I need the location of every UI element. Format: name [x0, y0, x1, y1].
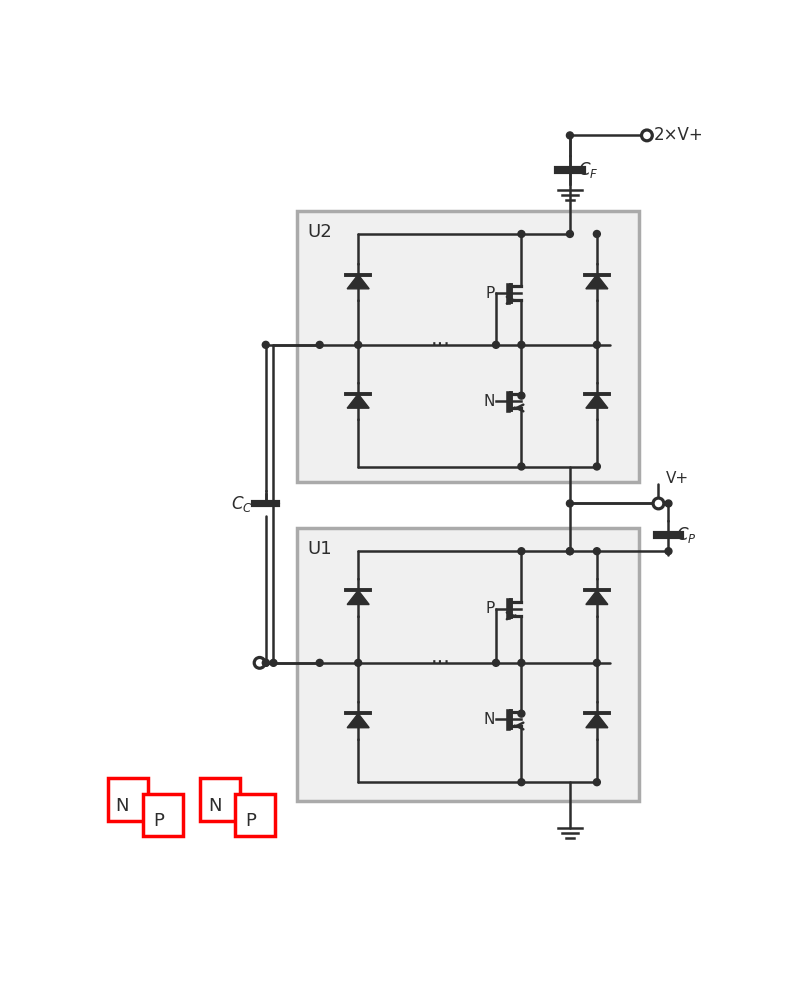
Circle shape: [593, 548, 601, 555]
Text: ···: ···: [431, 653, 451, 673]
Circle shape: [593, 230, 601, 237]
Circle shape: [518, 341, 525, 348]
Circle shape: [641, 130, 652, 141]
Text: P: P: [486, 286, 495, 301]
Text: N: N: [208, 797, 222, 815]
Polygon shape: [586, 275, 608, 289]
Circle shape: [518, 659, 525, 666]
Circle shape: [518, 710, 525, 717]
Text: P: P: [486, 601, 495, 616]
Bar: [200, 778, 241, 821]
Circle shape: [270, 659, 277, 666]
Polygon shape: [347, 394, 369, 408]
Circle shape: [665, 548, 672, 555]
Circle shape: [653, 498, 664, 509]
Circle shape: [593, 779, 601, 786]
Bar: [235, 794, 275, 836]
Bar: [142, 794, 182, 836]
Text: $C_P$: $C_P$: [676, 525, 696, 545]
Circle shape: [316, 341, 323, 348]
Text: P: P: [246, 812, 256, 830]
Text: 2×V+: 2×V+: [654, 126, 703, 144]
Circle shape: [263, 341, 270, 348]
Text: N: N: [484, 394, 495, 409]
Polygon shape: [347, 713, 369, 728]
Polygon shape: [586, 394, 608, 408]
Circle shape: [593, 463, 601, 470]
Text: $C_C$: $C_C$: [231, 494, 253, 514]
Circle shape: [567, 548, 573, 555]
Text: ···: ···: [431, 335, 451, 355]
Circle shape: [518, 779, 525, 786]
Polygon shape: [347, 275, 369, 289]
Circle shape: [263, 659, 270, 666]
Circle shape: [518, 548, 525, 555]
Circle shape: [354, 659, 362, 666]
Polygon shape: [586, 713, 608, 728]
Circle shape: [567, 132, 573, 139]
Text: N: N: [484, 712, 495, 727]
Bar: [296, 211, 639, 482]
Text: N: N: [116, 797, 129, 815]
Circle shape: [665, 500, 672, 507]
Circle shape: [518, 392, 525, 399]
Bar: [108, 778, 148, 821]
Circle shape: [518, 230, 525, 237]
Text: $C_F$: $C_F$: [578, 160, 598, 180]
Circle shape: [593, 341, 601, 348]
Circle shape: [567, 548, 573, 555]
Circle shape: [567, 230, 573, 237]
Polygon shape: [347, 590, 369, 605]
Circle shape: [518, 463, 525, 470]
Circle shape: [493, 659, 499, 666]
Circle shape: [567, 500, 573, 507]
Circle shape: [493, 341, 499, 348]
Circle shape: [254, 657, 265, 668]
Bar: [296, 528, 639, 801]
Polygon shape: [586, 590, 608, 605]
Circle shape: [263, 659, 270, 666]
Text: U2: U2: [307, 223, 332, 241]
Circle shape: [354, 341, 362, 348]
Circle shape: [316, 659, 323, 666]
Text: V+: V+: [666, 471, 689, 486]
Text: U1: U1: [307, 540, 332, 558]
Text: P: P: [153, 812, 164, 830]
Circle shape: [593, 659, 601, 666]
